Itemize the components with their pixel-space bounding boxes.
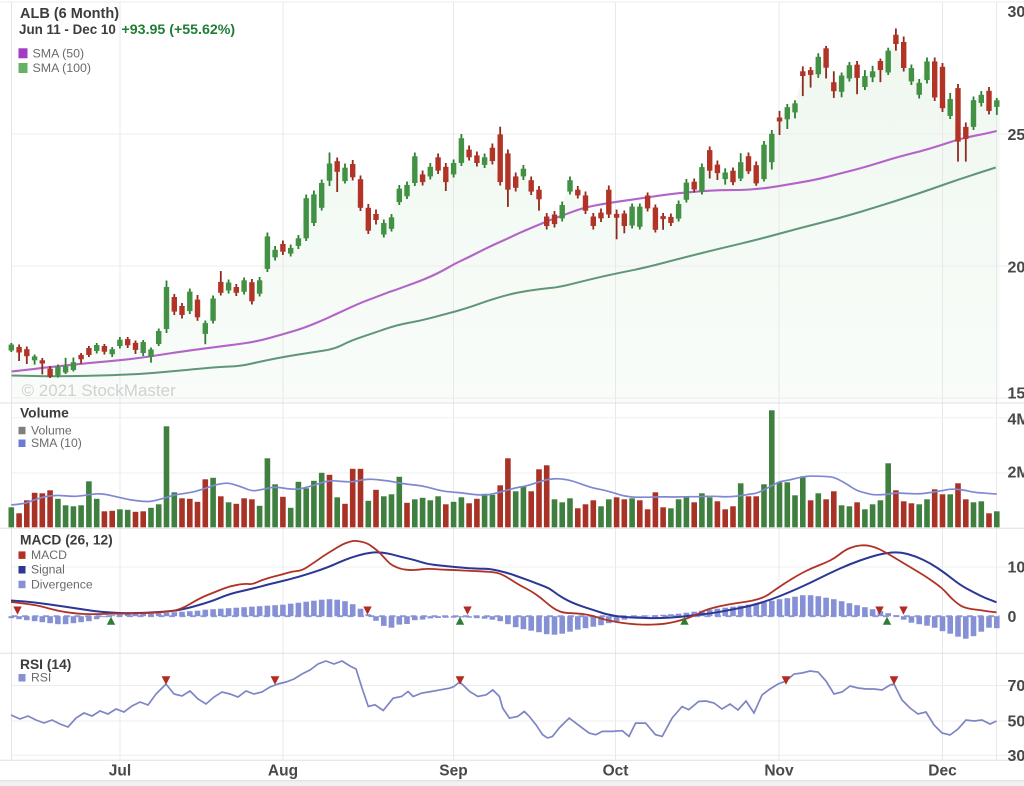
svg-text:Oct: Oct	[603, 763, 629, 780]
svg-text:300: 300	[1008, 4, 1024, 21]
svg-text:Dec: Dec	[928, 763, 957, 780]
svg-text:Aug: Aug	[268, 763, 298, 780]
svg-text:10: 10	[1008, 560, 1024, 577]
svg-text:Jun 11 - Dec 10: Jun 11 - Dec 10	[19, 22, 116, 37]
svg-text:ALB (6 Month): ALB (6 Month)	[20, 6, 119, 22]
svg-text:150: 150	[1008, 386, 1024, 403]
svg-text:50: 50	[1008, 714, 1024, 731]
svg-text:RSI (14): RSI (14)	[20, 657, 71, 672]
svg-text:MACD: MACD	[31, 548, 67, 562]
svg-text:© 2021 StockMaster: © 2021 StockMaster	[22, 381, 177, 400]
svg-text:Volume: Volume	[20, 405, 69, 420]
svg-text:SMA (50): SMA (50)	[33, 47, 85, 61]
svg-text:Divergence: Divergence	[31, 577, 93, 591]
svg-text:RSI: RSI	[31, 671, 51, 685]
svg-text:70: 70	[1008, 678, 1024, 695]
svg-text:0: 0	[1008, 609, 1017, 626]
svg-text:Signal: Signal	[31, 563, 65, 577]
svg-text:30: 30	[1008, 748, 1024, 765]
svg-text:4M: 4M	[1008, 412, 1024, 429]
svg-text:200: 200	[1008, 260, 1024, 277]
svg-text:Sep: Sep	[439, 763, 467, 780]
svg-text:+93.95 (+55.62%): +93.95 (+55.62%)	[122, 22, 236, 38]
svg-text:SMA (10): SMA (10)	[31, 436, 82, 450]
svg-text:2M: 2M	[1008, 465, 1024, 482]
svg-text:SMA (100): SMA (100)	[33, 61, 92, 75]
svg-text:Jul: Jul	[109, 763, 131, 780]
svg-text:MACD (26, 12): MACD (26, 12)	[20, 532, 113, 547]
svg-text:250: 250	[1008, 127, 1024, 144]
svg-text:Nov: Nov	[764, 763, 794, 780]
svg-text:Volume: Volume	[31, 423, 72, 437]
